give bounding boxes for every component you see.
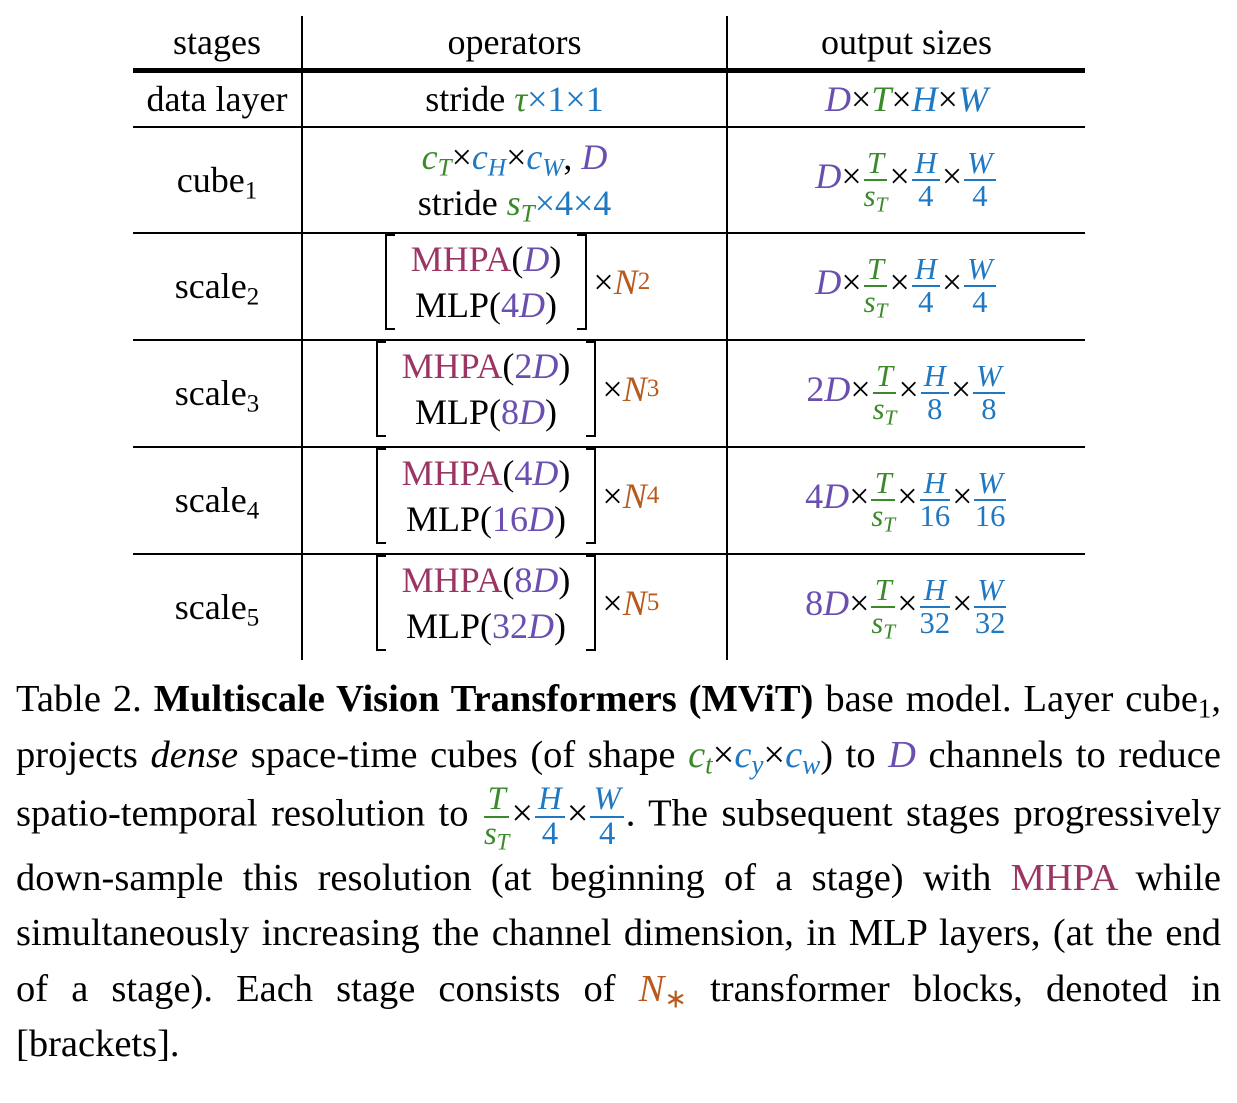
operator: stride τ×1×1 [302,70,728,128]
stage-name: scale3 [133,339,303,448]
operator: MHPA(2D) MLP(8D) × N 3 [302,339,728,448]
left-bracket [375,340,386,437]
right-bracket [586,447,597,544]
table-caption: Table 2. Multiscale Vision Transformers … [16,678,1222,1066]
output-size: D×T×H×W [727,70,1085,128]
row-data-layer: data layer stride τ×1×1 D×T×H×W [133,70,1085,128]
left-bracket [375,447,386,544]
stage-name: data layer [133,70,303,128]
right-bracket [577,233,588,330]
operator: MHPA(D) MLP(4D) × N 2 [302,232,728,341]
stage-name: scale5 [133,553,303,660]
header-stages: stages [133,16,303,73]
operator: cT×cH×cW, D stride sT×4×4 [302,126,728,234]
operator: MHPA(4D) MLP(16D) × N 4 [302,446,728,555]
right-bracket [586,340,597,437]
left-bracket [375,554,386,651]
stage-name: scale4 [133,446,303,555]
stage-name: cube1 [133,126,303,234]
operator: MHPA(8D) MLP(32D) × N 5 [302,553,728,660]
left-bracket [384,233,395,330]
header-operators: operators [302,16,728,73]
mvit-table: stages operators output sizes data layer… [133,16,1085,660]
header-output-sizes: output sizes [727,16,1085,73]
right-bracket [586,554,597,651]
stage-name: scale2 [133,232,303,341]
